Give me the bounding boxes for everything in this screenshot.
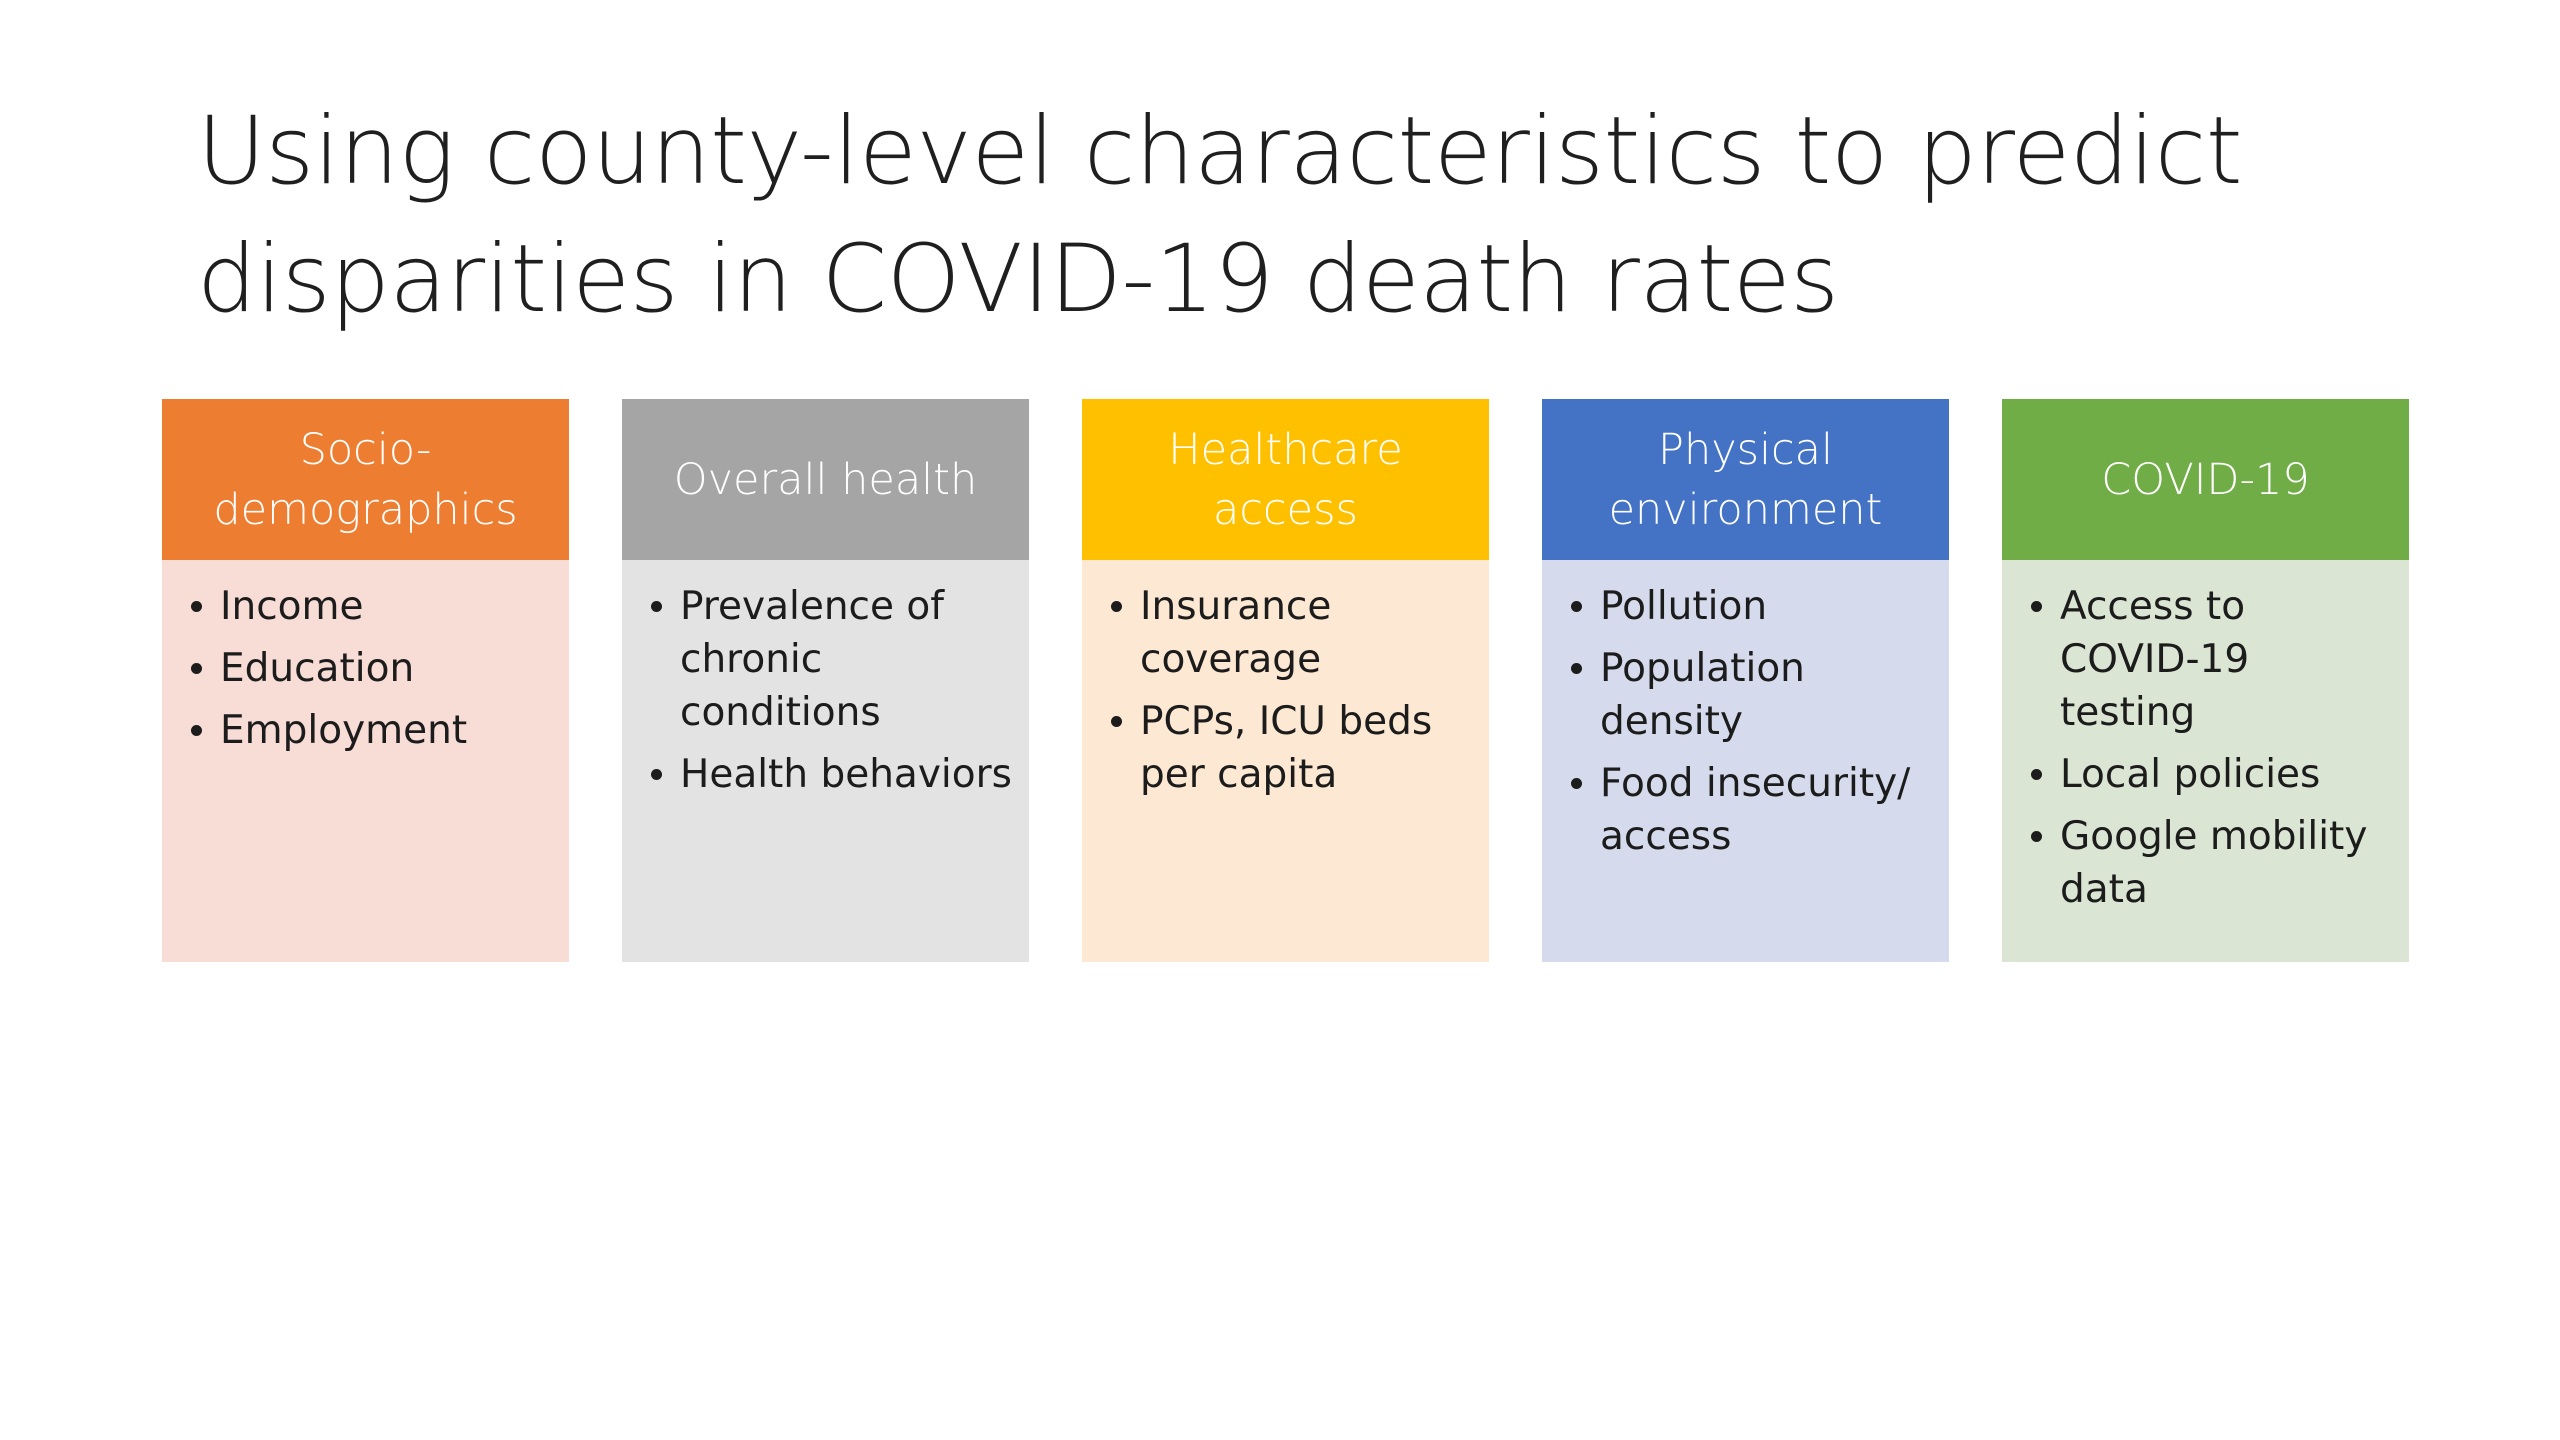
bullet-icon xyxy=(1571,663,1582,674)
bullet-text: PCPs, ICU beds per capita xyxy=(1140,699,1433,797)
column-header-label: Healthcare access xyxy=(1168,424,1403,535)
bullet-item: Google mobility data xyxy=(2028,810,2395,916)
bullet-icon xyxy=(651,769,662,780)
bullet-text: Education xyxy=(220,646,415,691)
bullet-text: Prevalence of chronic conditions xyxy=(680,584,944,735)
bullet-item: Education xyxy=(188,642,555,695)
bullet-text: Insurance coverage xyxy=(1140,584,1332,682)
bullet-text: Employment xyxy=(220,708,468,753)
bullet-text: Access to COVID-19 testing xyxy=(2060,584,2250,735)
bullet-list: Prevalence of chronic conditions Health … xyxy=(648,580,1015,801)
bullet-list: Income Education Employment xyxy=(188,580,555,757)
column-header: Socio-demographics xyxy=(162,399,569,560)
column-body: Insurance coverage PCPs, ICU beds per ca… xyxy=(1082,560,1489,962)
bullet-item: Access to COVID-19 testing xyxy=(2028,580,2395,739)
bullet-item: Pollution xyxy=(1568,580,1935,633)
column-header: Physical environment xyxy=(1542,399,1949,560)
column-body: Access to COVID-19 testing Local policie… xyxy=(2002,560,2409,962)
bullet-icon xyxy=(2031,831,2042,842)
bullet-item: Local policies xyxy=(2028,748,2395,801)
column-header-label: COVID-19 xyxy=(2101,454,2310,505)
slide-title-line-2: disparities in COVID-19 death rates xyxy=(197,225,1839,334)
bullet-icon xyxy=(2031,769,2042,780)
column-covid-19: COVID-19 Access to COVID-19 testing Loca… xyxy=(2002,399,2409,962)
bullet-item: Food insecurity/ access xyxy=(1568,757,1935,863)
column-body: Prevalence of chronic conditions Health … xyxy=(622,560,1029,962)
bullet-list: Access to COVID-19 testing Local policie… xyxy=(2028,580,2395,916)
bullet-text: Local policies xyxy=(2060,752,2321,797)
column-overall-health: Overall health Prevalence of chronic con… xyxy=(622,399,1029,962)
column-body: Income Education Employment xyxy=(162,560,569,962)
slide-title: Using county-level characteristics to pr… xyxy=(197,88,2447,344)
bullet-list: Insurance coverage PCPs, ICU beds per ca… xyxy=(1108,580,1475,801)
column-header: Overall health xyxy=(622,399,1029,560)
bullet-icon xyxy=(1111,716,1122,727)
column-header-label: Physical environment xyxy=(1608,424,1883,535)
column-header-label: Socio-demographics xyxy=(213,424,518,535)
column-header-label: Overall health xyxy=(673,454,978,505)
bullet-text: Food insecurity/ access xyxy=(1600,761,1911,859)
bullet-item: Health behaviors xyxy=(648,748,1015,801)
column-header: COVID-19 xyxy=(2002,399,2409,560)
bullet-icon xyxy=(2031,601,2042,612)
bullet-text: Income xyxy=(220,584,364,629)
category-columns: Socio-demographics Income Education Empl… xyxy=(162,399,2409,962)
bullet-item: PCPs, ICU beds per capita xyxy=(1108,695,1475,801)
bullet-text: Pollution xyxy=(1600,584,1768,629)
bullet-text: Google mobility data xyxy=(2060,814,2368,912)
bullet-text: Health behaviors xyxy=(680,752,1012,797)
bullet-icon xyxy=(191,663,202,674)
bullet-icon xyxy=(651,601,662,612)
column-header: Healthcare access xyxy=(1082,399,1489,560)
bullet-item: Prevalence of chronic conditions xyxy=(648,580,1015,739)
bullet-icon xyxy=(1111,601,1122,612)
column-body: Pollution Population density Food insecu… xyxy=(1542,560,1949,962)
column-socio-demographics: Socio-demographics Income Education Empl… xyxy=(162,399,569,962)
column-physical-environment: Physical environment Pollution Populatio… xyxy=(1542,399,1949,962)
bullet-icon xyxy=(191,725,202,736)
bullet-icon xyxy=(1571,778,1582,789)
bullet-icon xyxy=(1571,601,1582,612)
bullet-item: Income xyxy=(188,580,555,633)
bullet-item: Employment xyxy=(188,704,555,757)
bullet-list: Pollution Population density Food insecu… xyxy=(1568,580,1935,863)
bullet-item: Insurance coverage xyxy=(1108,580,1475,686)
bullet-item: Population density xyxy=(1568,642,1935,748)
column-healthcare-access: Healthcare access Insurance coverage PCP… xyxy=(1082,399,1489,962)
bullet-icon xyxy=(191,601,202,612)
slide-title-line-1: Using county-level characteristics to pr… xyxy=(197,97,2243,206)
bullet-text: Population density xyxy=(1600,646,1805,744)
